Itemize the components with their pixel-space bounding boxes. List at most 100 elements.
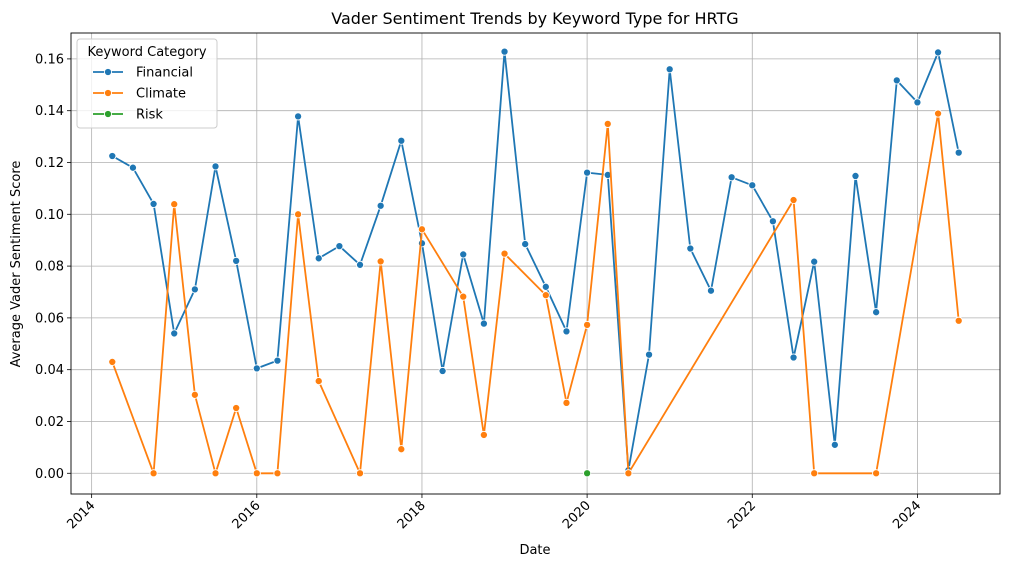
data-point-financial	[913, 98, 922, 107]
data-point-financial	[273, 356, 282, 365]
data-point-financial	[397, 136, 406, 145]
legend: Keyword Category Financial Climate Risk	[76, 38, 218, 129]
y-tick-label: 0.06	[35, 311, 64, 326]
data-point-financial	[417, 239, 427, 248]
x-tick-label: 2020	[560, 498, 594, 532]
data-point-financial	[521, 240, 530, 249]
legend-swatch-marker	[103, 88, 113, 98]
legend-label: Risk	[136, 108, 163, 123]
data-point-climate	[624, 469, 633, 478]
data-point-risk	[583, 469, 592, 478]
data-point-financial	[314, 254, 323, 263]
legend-item-financial: Financial	[93, 66, 193, 81]
data-point-climate	[810, 469, 819, 478]
data-point-climate	[376, 257, 385, 266]
legend-swatch-marker	[103, 109, 113, 119]
data-point-climate	[355, 469, 365, 478]
data-point-climate	[190, 390, 199, 399]
data-point-financial	[376, 201, 385, 210]
data-point-climate	[479, 430, 488, 440]
legend-label: Financial	[136, 66, 193, 81]
data-point-climate	[562, 398, 571, 407]
data-point-climate	[294, 210, 303, 219]
data-point-financial	[149, 199, 158, 208]
data-point-financial	[562, 327, 571, 336]
data-point-financial	[851, 171, 860, 181]
y-tick-label: 0.12	[35, 156, 64, 171]
data-point-climate	[934, 109, 943, 118]
legend-item-risk: Risk	[93, 108, 163, 123]
data-point-climate	[211, 469, 220, 478]
data-point-financial	[727, 173, 736, 182]
data-point-climate	[500, 249, 509, 258]
y-tick-label: 0.04	[35, 363, 64, 378]
data-point-financial	[294, 112, 303, 121]
data-point-climate	[149, 469, 158, 478]
data-point-financial	[541, 282, 550, 291]
data-point-financial	[438, 366, 447, 376]
y-tick-label: 0.02	[35, 415, 64, 430]
x-tick-label: 2022	[725, 498, 759, 532]
y-tick-label: 0.08	[35, 260, 64, 275]
data-point-financial	[892, 76, 901, 85]
data-point-financial	[934, 48, 943, 57]
legend-item-climate: Climate	[93, 87, 186, 102]
series-climate	[108, 109, 963, 478]
data-point-climate	[252, 469, 261, 478]
chart-title: Vader Sentiment Trends by Keyword Type f…	[331, 9, 738, 28]
data-point-climate	[108, 357, 117, 366]
data-point-climate	[872, 469, 881, 478]
plot-frame	[70, 32, 1001, 495]
data-point-financial	[686, 244, 695, 253]
data-point-financial	[479, 319, 488, 328]
data-point-financial	[108, 151, 117, 161]
y-tick-label: 0.14	[35, 104, 64, 119]
data-point-climate	[789, 195, 798, 205]
plot-series	[108, 47, 963, 478]
data-point-financial	[748, 181, 757, 190]
data-point-climate	[603, 119, 612, 128]
y-tick-label: 0.10	[35, 208, 64, 223]
legend-box	[76, 38, 218, 129]
data-point-financial	[355, 260, 365, 269]
data-point-financial	[954, 148, 963, 157]
y-axis-label: Average Vader Sentiment Score	[9, 161, 24, 368]
data-point-financial	[128, 163, 137, 172]
data-point-financial	[500, 47, 509, 56]
series-risk	[583, 469, 592, 478]
data-point-climate	[541, 291, 550, 300]
legend-label: Climate	[136, 87, 186, 102]
x-axis-ticks: 2014 2016 2018 2020 2022 2024	[64, 494, 924, 532]
x-tick-label: 2018	[395, 498, 429, 532]
x-tick-label: 2024	[890, 498, 924, 532]
y-tick-label: 0.00	[35, 467, 64, 482]
data-point-financial	[768, 217, 777, 226]
y-tick-label: 0.16	[35, 52, 64, 67]
data-point-financial	[706, 286, 716, 295]
data-point-climate	[459, 292, 468, 301]
x-axis-label: Date	[519, 543, 550, 558]
data-point-financial	[335, 242, 344, 251]
x-tick-label: 2016	[230, 498, 264, 532]
data-point-climate	[232, 403, 241, 413]
data-point-financial	[789, 353, 798, 362]
data-point-financial	[459, 250, 468, 259]
data-point-climate	[417, 225, 427, 234]
data-point-climate	[397, 445, 406, 454]
data-point-financial	[170, 329, 179, 338]
data-point-climate	[273, 469, 282, 478]
legend-title: Keyword Category	[87, 45, 206, 60]
data-point-financial	[810, 257, 819, 266]
series-financial	[108, 47, 963, 475]
y-axis-ticks: 0.00 0.02 0.04 0.06 0.08 0.10 0.12 0.14 0.16	[35, 52, 71, 482]
data-point-climate	[954, 316, 963, 325]
data-point-financial	[211, 162, 220, 171]
data-point-financial	[830, 440, 839, 449]
data-point-financial	[644, 350, 654, 359]
data-point-financial	[665, 65, 674, 74]
data-point-climate	[314, 377, 323, 386]
legend-swatch-marker	[103, 67, 113, 77]
data-point-climate	[170, 200, 179, 209]
data-point-financial	[232, 256, 241, 265]
